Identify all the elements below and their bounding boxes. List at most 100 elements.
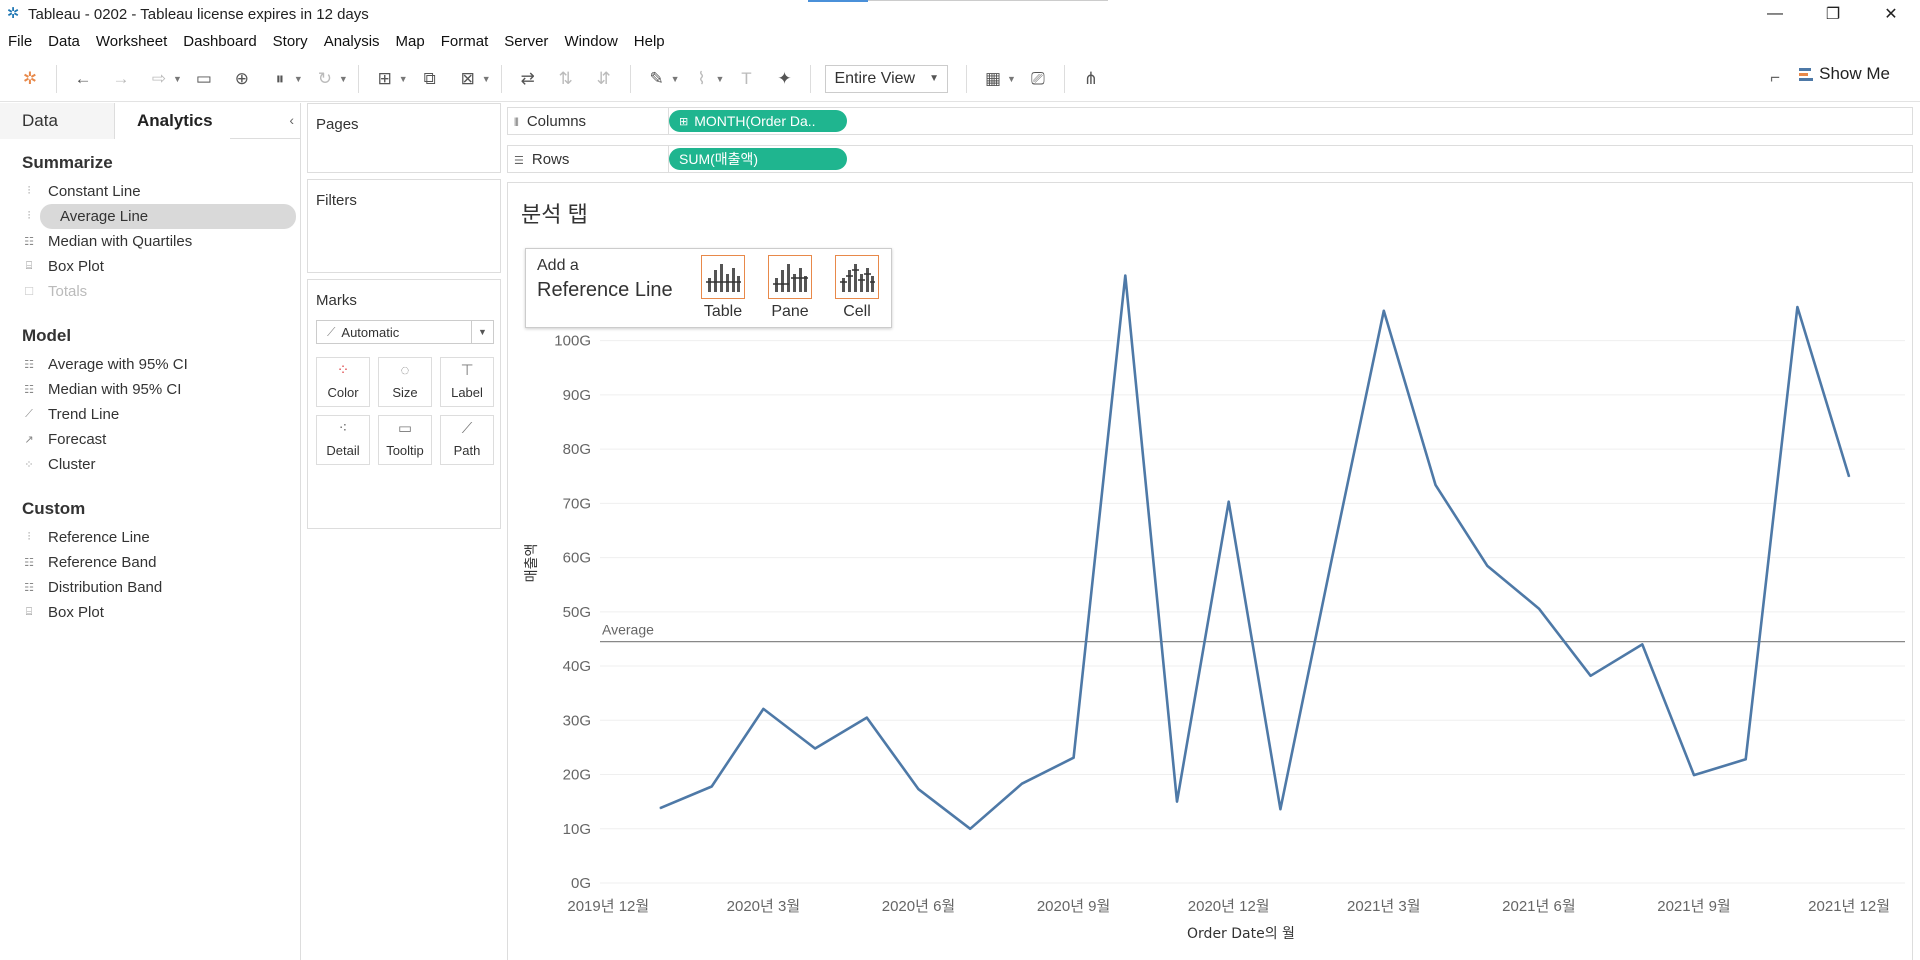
filters-card[interactable]: Filters xyxy=(307,179,501,273)
format-workbook-icon[interactable]: ⌐ xyxy=(1770,68,1780,87)
size-mark-button[interactable]: ◌ Size xyxy=(378,357,432,407)
analytics-item-median-ci[interactable]: ☷ Median with 95% CI xyxy=(0,377,296,402)
clear-sheet-icon[interactable]: ⊠ xyxy=(460,68,475,88)
columns-shelf[interactable]: ⦀ Columns ⊞ MONTH(Order Da.. xyxy=(507,107,1913,135)
label-mark-button[interactable]: ⊤ Label xyxy=(440,357,494,407)
menu-file[interactable]: File xyxy=(8,33,33,50)
analytics-item-average-ci[interactable]: ☷ Average with 95% CI xyxy=(0,352,296,377)
clear-sheet-dropdown-icon[interactable]: ▼ xyxy=(481,73,491,84)
expand-icon[interactable]: ⊞ xyxy=(679,115,689,128)
new-worksheet-icon[interactable]: ⊞ xyxy=(377,68,392,88)
menu-data[interactable]: Data xyxy=(48,33,80,50)
columns-pill[interactable]: ⊞ MONTH(Order Da.. xyxy=(669,110,847,132)
show-cards-dropdown-icon[interactable]: ▼ xyxy=(1007,73,1016,84)
analytics-item-trend-line[interactable]: ⟋ Trend Line xyxy=(0,402,296,427)
highlight-dropdown-icon[interactable]: ▼ xyxy=(670,73,680,84)
sheet-title: 분석 탭 xyxy=(521,202,588,227)
analytics-item-distribution-band[interactable]: ☷ Distribution Band xyxy=(0,575,296,600)
analytics-item-forecast[interactable]: ↗ Forecast xyxy=(0,427,296,452)
minimize-button[interactable]: — xyxy=(1767,5,1783,22)
analytics-item-reference-line[interactable]: ⫶ Reference Line xyxy=(0,525,296,550)
replay-dropdown-icon[interactable]: ▼ xyxy=(173,73,182,84)
show-cards-icon[interactable]: ▦ xyxy=(984,68,1002,88)
tooltip-icon: ▭ xyxy=(397,420,413,437)
menu-server[interactable]: Server xyxy=(504,33,549,50)
menu-dashboard[interactable]: Dashboard xyxy=(183,33,257,50)
menu-format[interactable]: Format xyxy=(440,33,489,50)
menu-map[interactable]: Map xyxy=(395,33,425,50)
x-tick-label: 2019년 12월 xyxy=(567,898,649,915)
analytics-item-constant-line[interactable]: ⫶ Constant Line xyxy=(0,179,296,204)
analytics-item-label: Median with 95% CI xyxy=(48,381,182,398)
show-me-button[interactable]: Show Me xyxy=(1799,64,1890,84)
size-label: Size xyxy=(392,385,418,400)
new-data-source-icon[interactable]: ⊕ xyxy=(234,68,250,88)
analytics-item-custom-box-plot[interactable]: ⌸ Box Plot xyxy=(0,600,296,625)
share-icon[interactable]: ⋔ xyxy=(1083,68,1099,88)
menu-window[interactable]: Window xyxy=(564,33,618,50)
marks-card-title: Marks xyxy=(316,292,357,309)
x-tick-label: 2020년 9월 xyxy=(1037,898,1110,915)
y-tick-label: 80G xyxy=(563,441,591,458)
tableau-home-icon[interactable]: ✲ xyxy=(22,68,38,88)
pause-dropdown-icon[interactable]: ▼ xyxy=(293,73,303,84)
mark-type-select[interactable]: ⟋ Automatic ▼ xyxy=(316,320,494,344)
pause-updates-icon[interactable]: ⏸ xyxy=(275,68,285,88)
undo-icon[interactable]: ← xyxy=(74,68,92,88)
group-dropdown-icon[interactable]: ▼ xyxy=(715,73,725,84)
analytics-item-average-line[interactable]: ⫶ Average Line xyxy=(28,204,296,229)
menu-analysis[interactable]: Analysis xyxy=(323,33,380,50)
analytics-item-box-plot[interactable]: ⌸ Box Plot xyxy=(0,254,296,279)
sort-ascending-icon[interactable]: ⇅ xyxy=(558,68,573,88)
reference-pane-option[interactable]: Pane xyxy=(767,255,813,321)
close-button[interactable]: ✕ xyxy=(1884,6,1898,23)
cell-option-label: Cell xyxy=(843,303,871,320)
analytics-pane: Data Analytics ‹ Summarize ⫶ Constant Li… xyxy=(0,103,301,960)
detail-mark-button[interactable]: ⁖ Detail xyxy=(316,415,370,465)
menu-help[interactable]: Help xyxy=(633,33,665,50)
tab-analytics[interactable]: Analytics xyxy=(115,103,230,139)
tableau-logo-icon: ✲ xyxy=(6,5,20,22)
x-tick-label: 2020년 3월 xyxy=(727,898,800,915)
duplicate-sheet-icon[interactable]: ⧉ xyxy=(423,68,436,88)
data-point xyxy=(1176,801,1178,803)
rows-pill[interactable]: SUM(매출액) xyxy=(669,148,847,170)
reference-table-option[interactable]: Table xyxy=(700,255,746,321)
tooltip-label: Tooltip xyxy=(386,443,424,458)
data-point xyxy=(1745,758,1747,760)
detail-icon: ⁖ xyxy=(338,420,348,437)
swap-rows-columns-icon[interactable]: ⇄ xyxy=(520,68,535,88)
analytics-item-median-quartiles[interactable]: ☷ Median with Quartiles xyxy=(0,229,296,254)
tooltip-mark-button[interactable]: ▭ Tooltip xyxy=(378,415,432,465)
analytics-item-reference-band[interactable]: ☷ Reference Band xyxy=(0,550,296,575)
analytics-item-cluster[interactable]: ⁘ Cluster xyxy=(0,452,296,477)
fit-view-select[interactable]: Entire View ▼ xyxy=(825,64,948,93)
presentation-mode-icon[interactable]: ⎚ xyxy=(1031,68,1045,88)
data-point xyxy=(1124,275,1126,277)
toolbar-separator xyxy=(629,64,631,93)
menu-story[interactable]: Story xyxy=(272,33,308,50)
color-mark-button[interactable]: ⁘ Color xyxy=(316,357,370,407)
menu-worksheet[interactable]: Worksheet xyxy=(95,33,168,50)
group-members-icon[interactable]: ⌇ xyxy=(697,68,706,88)
redo-icon[interactable]: → xyxy=(112,68,130,88)
fix-axes-icon[interactable]: ✦ xyxy=(777,68,792,88)
highlight-icon[interactable]: ✎ xyxy=(649,68,664,88)
rows-shelf-label: ☰ Rows xyxy=(514,151,570,168)
sort-descending-icon[interactable]: ⇵ xyxy=(596,68,611,88)
refresh-icon[interactable]: ↻ xyxy=(317,68,332,88)
restore-button[interactable]: ❐ xyxy=(1825,6,1841,23)
reference-cell-option[interactable]: Cell xyxy=(834,255,880,321)
new-worksheet-dropdown-icon[interactable]: ▼ xyxy=(398,73,408,84)
show-me-label: Show Me xyxy=(1819,64,1890,83)
replay-icon[interactable]: ⇨ xyxy=(151,68,167,88)
refresh-dropdown-icon[interactable]: ▼ xyxy=(338,73,348,84)
save-icon[interactable]: ▭ xyxy=(195,68,212,88)
rows-shelf[interactable]: ☰ Rows SUM(매출액) xyxy=(507,145,1913,173)
collapse-pane-icon[interactable]: ‹ xyxy=(289,112,294,128)
tab-data[interactable]: Data xyxy=(0,103,115,139)
pages-card[interactable]: Pages xyxy=(307,103,501,173)
section-custom: Custom xyxy=(22,499,86,518)
path-mark-button[interactable]: ⟋ Path xyxy=(440,415,494,465)
show-mark-labels-icon[interactable]: T xyxy=(741,68,752,88)
